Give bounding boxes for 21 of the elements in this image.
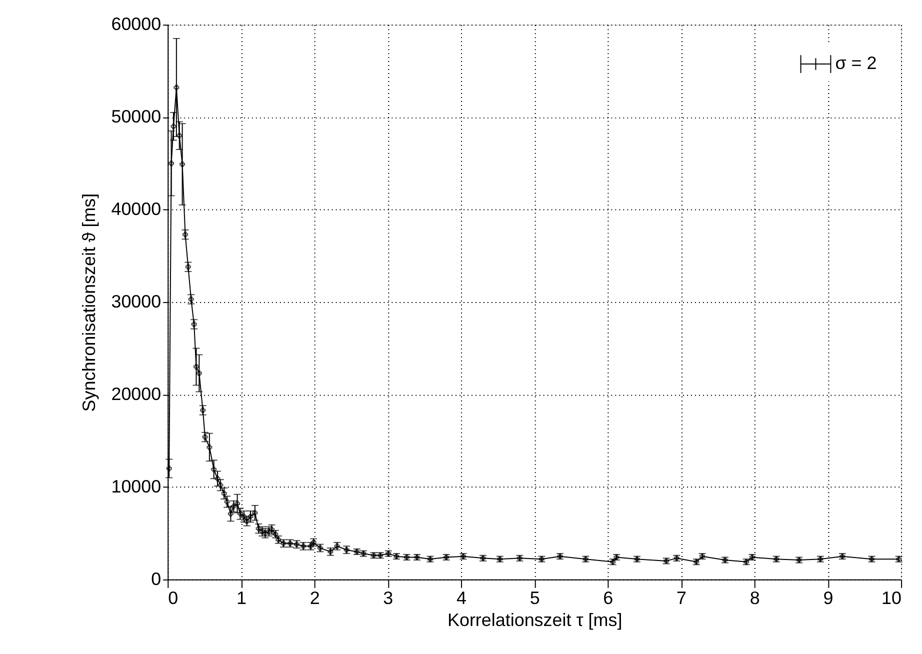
x-tick-label: 8 bbox=[750, 588, 760, 608]
x-tick-label: 6 bbox=[603, 588, 614, 608]
x-axis-title: Korrelationszeit τ [ms] bbox=[447, 610, 622, 630]
x-tick-label: 5 bbox=[530, 588, 540, 608]
x-tick-label: 9 bbox=[823, 588, 834, 608]
y-tick-label: 50000 bbox=[111, 106, 162, 127]
y-tick-label: 60000 bbox=[111, 14, 162, 34]
y-tick-label: 0 bbox=[151, 568, 162, 589]
y-tick-label: 10000 bbox=[111, 476, 162, 496]
x-tick-label: 0 bbox=[168, 588, 178, 608]
y-tick-label: 30000 bbox=[111, 292, 162, 312]
legend-label: σ = 2 bbox=[835, 53, 877, 74]
x-tick-label: 1 bbox=[236, 588, 246, 608]
x-tick-label: 3 bbox=[383, 588, 394, 608]
x-tick-label: 4 bbox=[456, 588, 466, 608]
x-tick-label: 10 bbox=[882, 588, 902, 608]
y-tick-label: 20000 bbox=[111, 384, 162, 404]
y-tick-label: 40000 bbox=[111, 199, 162, 220]
x-tick-label: 2 bbox=[310, 588, 320, 608]
y-axis-title: Synchronisationszeit ϑ [ms] bbox=[79, 193, 100, 412]
x-tick-label: 7 bbox=[676, 588, 687, 608]
